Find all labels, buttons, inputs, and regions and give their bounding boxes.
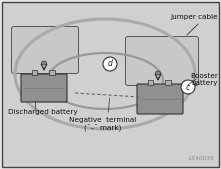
- Bar: [32, 70, 37, 75]
- FancyBboxPatch shape: [137, 84, 183, 114]
- Text: c: c: [186, 82, 190, 91]
- Circle shape: [181, 80, 195, 94]
- Bar: [148, 80, 153, 85]
- Text: d: d: [108, 59, 112, 68]
- Circle shape: [103, 57, 117, 71]
- Text: Booster
battery: Booster battery: [190, 73, 218, 86]
- Ellipse shape: [156, 71, 160, 75]
- FancyBboxPatch shape: [21, 74, 67, 102]
- Text: Discharged battery: Discharged battery: [8, 109, 78, 115]
- Text: (¯–¯ mark): (¯–¯ mark): [84, 125, 122, 132]
- Bar: [49, 70, 55, 75]
- Bar: [165, 80, 171, 85]
- FancyBboxPatch shape: [126, 37, 198, 86]
- Text: Jumper cable: Jumper cable: [170, 14, 218, 20]
- Text: Negative  terminal: Negative terminal: [69, 117, 137, 123]
- Ellipse shape: [42, 61, 46, 65]
- Text: LS40035: LS40035: [189, 156, 215, 161]
- FancyBboxPatch shape: [11, 27, 78, 74]
